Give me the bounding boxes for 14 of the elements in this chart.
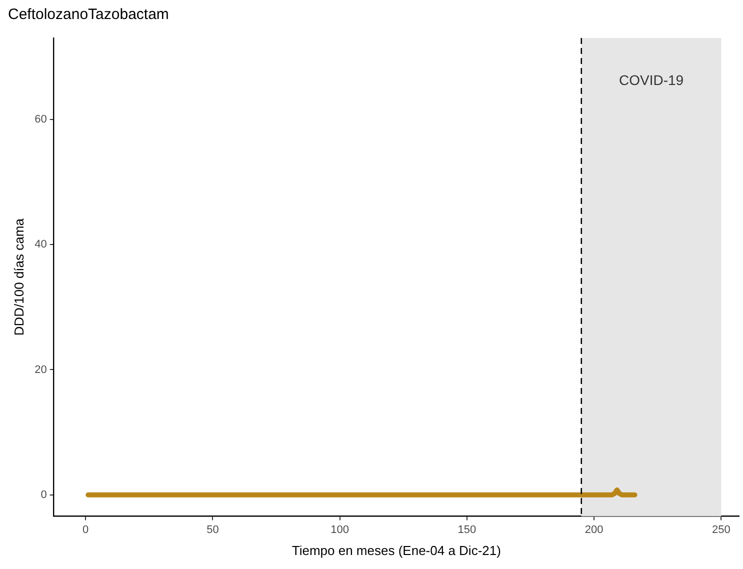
chart-title: CeftolozanoTazobactam <box>8 6 169 24</box>
x-axis-title: Tiempo en meses (Ene-04 a Dic-21) <box>292 542 501 558</box>
x-tick-label: 150 <box>458 524 476 536</box>
x-tick-label: 250 <box>712 524 730 536</box>
x-tick-label: 100 <box>330 524 350 536</box>
x-tick-label: 0 <box>82 524 89 536</box>
y-tick-label: 60 <box>34 113 47 126</box>
y-tick-label: 40 <box>34 238 47 251</box>
y-tick-label: 20 <box>34 364 47 376</box>
y-tick-label: 0 <box>40 488 47 501</box>
x-tick-label: 50 <box>206 524 219 536</box>
y-axis-title: DDD/100 días cama <box>11 218 26 336</box>
x-tick-label: 200 <box>584 524 604 536</box>
annotation: COVID-19 <box>619 72 684 88</box>
